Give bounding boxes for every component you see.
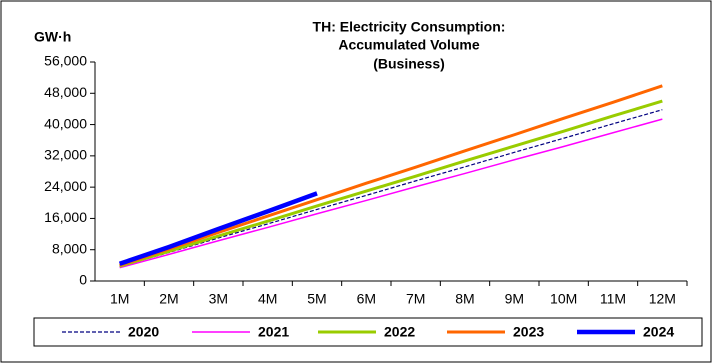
legend-label: 2021 [258,324,289,340]
x-tick-label: 9M [505,291,524,307]
x-tick-label: 8M [455,291,474,307]
x-tick-label: 5M [307,291,326,307]
x-tick-label: 1M [110,291,129,307]
x-tick-label: 12M [649,291,676,307]
legend-label: 2023 [513,324,544,340]
y-axis-label: GW·h [34,29,71,45]
y-tick-label: 32,000 [44,147,87,163]
x-tick-label: 4M [258,291,277,307]
legend-label: 2024 [643,324,674,340]
y-tick-label: 48,000 [44,84,87,100]
y-tick-label: 40,000 [44,115,87,131]
x-tick-label: 6M [357,291,376,307]
y-tick-label: 24,000 [44,178,87,194]
y-tick-label: 0 [79,272,87,288]
x-tick-label: 11M [600,291,626,307]
chart-title: TH: Electricity Consumption: [313,19,506,35]
y-tick-label: 16,000 [44,209,87,225]
line-series [119,118,663,269]
chart-title: Accumulated Volume [338,37,480,53]
legend-label: 2022 [384,324,415,340]
y-tick-label: 56,000 [44,53,87,69]
legend-box [33,317,703,347]
x-tick-label: 3M [209,291,228,307]
x-tick-label: 2M [159,291,178,307]
line-series [119,109,663,268]
line-series [119,84,663,267]
x-tick-label: 7M [406,291,425,307]
line-series [118,191,318,266]
x-tick-label: 10M [550,291,577,307]
y-tick-label: 8,000 [52,240,87,256]
line-series [119,99,663,268]
chart-title: (Business) [373,56,445,72]
legend-label: 2020 [128,324,159,340]
